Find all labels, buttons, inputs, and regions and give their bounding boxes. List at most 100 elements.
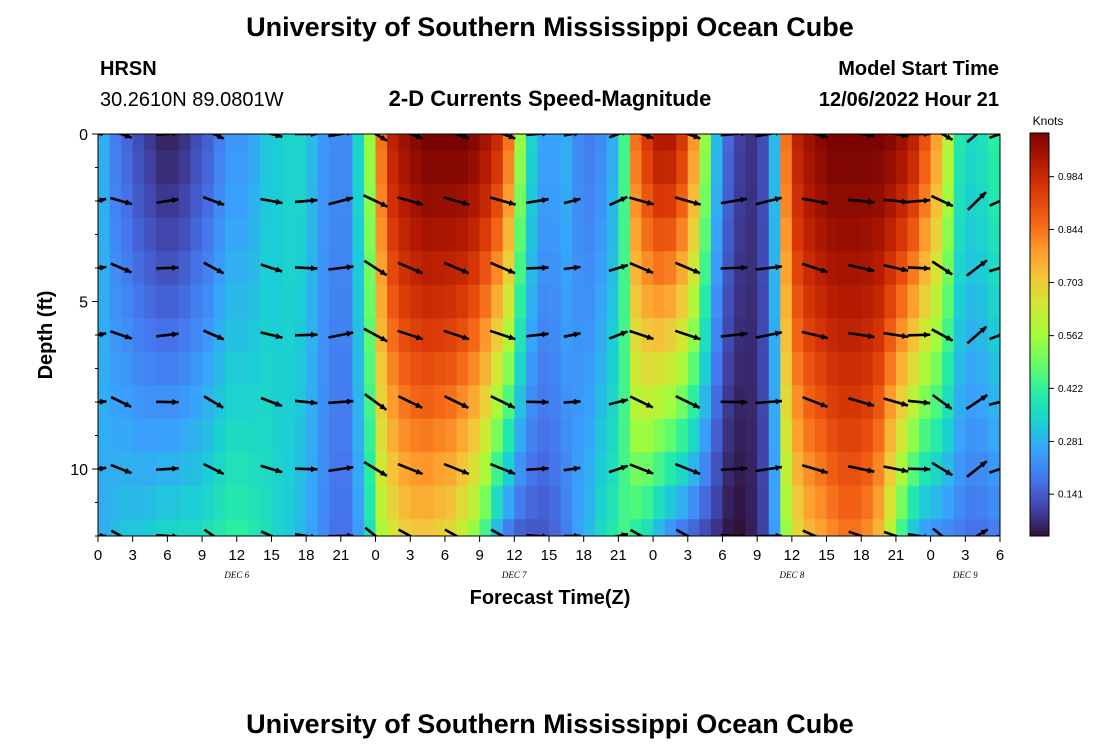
heatmap-cell — [549, 351, 562, 386]
current-vector — [98, 197, 107, 204]
heatmap-cell — [838, 519, 851, 536]
heatmap-cell — [953, 318, 966, 353]
heatmap-cell — [595, 485, 608, 520]
heatmap-cell — [583, 485, 596, 520]
heatmap-cell — [953, 418, 966, 453]
heatmap-cell — [710, 284, 724, 319]
heatmap-cell — [583, 418, 596, 453]
heatmap-cell — [988, 284, 1000, 319]
heatmap-cell — [618, 318, 631, 353]
heatmap-cell — [248, 385, 261, 420]
heatmap-cell — [814, 217, 828, 252]
heatmap-cell — [491, 150, 504, 185]
current-vector — [966, 191, 987, 211]
heatmap-cell — [421, 418, 434, 453]
heatmap-cell — [98, 485, 111, 520]
current-vector — [443, 462, 470, 476]
heatmap-cell — [780, 351, 793, 386]
current-vector — [210, 134, 225, 140]
heatmap-cell — [676, 150, 689, 185]
heatmap-cell — [352, 519, 365, 536]
heatmap-cell — [109, 150, 122, 185]
heatmap-cell — [178, 134, 192, 152]
heatmap-cell — [398, 217, 411, 252]
heatmap-cell — [722, 217, 735, 252]
current-vector — [932, 527, 945, 536]
heatmap-cell — [155, 485, 168, 520]
heatmap-cell — [884, 251, 897, 286]
heatmap-cell — [780, 184, 793, 219]
current-vector — [801, 262, 829, 274]
current-vector — [203, 462, 225, 476]
heatmap-cell — [491, 217, 504, 252]
heatmap-cell — [329, 519, 342, 536]
heatmap-cell — [248, 418, 261, 453]
heatmap-cell — [144, 150, 157, 185]
heatmap-cell — [456, 217, 469, 252]
current-vector — [489, 329, 516, 341]
heatmap-cell — [387, 485, 400, 520]
heatmap-cell — [502, 519, 515, 536]
x-tick-label: 12 — [506, 547, 523, 564]
heatmap-cell — [178, 351, 192, 386]
current-vector — [294, 265, 318, 272]
heatmap-cell — [676, 184, 689, 219]
heatmap-cell — [294, 217, 307, 252]
heatmap-cell — [699, 485, 712, 520]
heatmap-cell — [838, 284, 851, 319]
heatmap-cell — [838, 485, 851, 520]
current-vector — [156, 134, 179, 137]
heatmap-cell — [745, 284, 758, 319]
heatmap-cell — [676, 134, 689, 152]
heatmap-cell — [664, 452, 677, 487]
current-vector — [966, 259, 988, 277]
current-vector — [526, 331, 549, 338]
heatmap-cell — [768, 134, 781, 152]
heatmap-cell — [930, 284, 943, 319]
heatmap-cell — [641, 351, 654, 386]
heatmap-cell — [132, 452, 145, 487]
current-vector — [156, 264, 179, 271]
heatmap-cell — [144, 385, 157, 420]
heatmap-cell — [456, 184, 469, 219]
current-vector — [110, 262, 132, 274]
heatmap-cell — [606, 217, 619, 252]
current-vector — [930, 194, 954, 208]
current-vector — [328, 264, 354, 271]
heatmap-cell — [132, 150, 145, 185]
heatmap-cell — [479, 519, 492, 536]
current-vector — [907, 399, 931, 406]
heatmap-cell — [468, 351, 481, 386]
heatmap-cell — [872, 452, 885, 487]
heatmap-cell — [664, 150, 677, 185]
current-vector — [526, 134, 549, 137]
heatmap-cell — [213, 519, 226, 536]
heatmap-cell — [699, 519, 712, 536]
y-tick-label: 0 — [79, 127, 88, 144]
heatmap-cell — [653, 134, 666, 152]
current-vector — [110, 395, 132, 409]
heatmap-cell — [433, 385, 446, 420]
current-vector — [755, 264, 783, 271]
heatmap-cell — [132, 385, 145, 420]
heatmap-cell — [109, 184, 122, 219]
heatmap-cell — [525, 351, 539, 386]
heatmap-cell — [259, 351, 273, 386]
current-vector — [801, 463, 829, 475]
heatmap-cell — [444, 318, 458, 353]
heatmap-cell — [664, 134, 677, 152]
heatmap-cell — [653, 485, 666, 520]
heatmap-cell — [352, 150, 365, 185]
heatmap-cell — [375, 351, 388, 386]
heatmap-cell — [629, 318, 643, 353]
heatmap-cell — [734, 217, 747, 252]
current-vector — [498, 134, 516, 140]
current-vector — [526, 197, 549, 205]
current-vector — [931, 260, 953, 276]
heatmap-cell — [248, 351, 261, 386]
heatmap-cell — [514, 452, 527, 487]
heatmap-cell — [491, 385, 504, 420]
heatmap-cell — [121, 519, 134, 536]
current-vector — [328, 196, 354, 206]
heatmap-cell — [965, 351, 978, 386]
